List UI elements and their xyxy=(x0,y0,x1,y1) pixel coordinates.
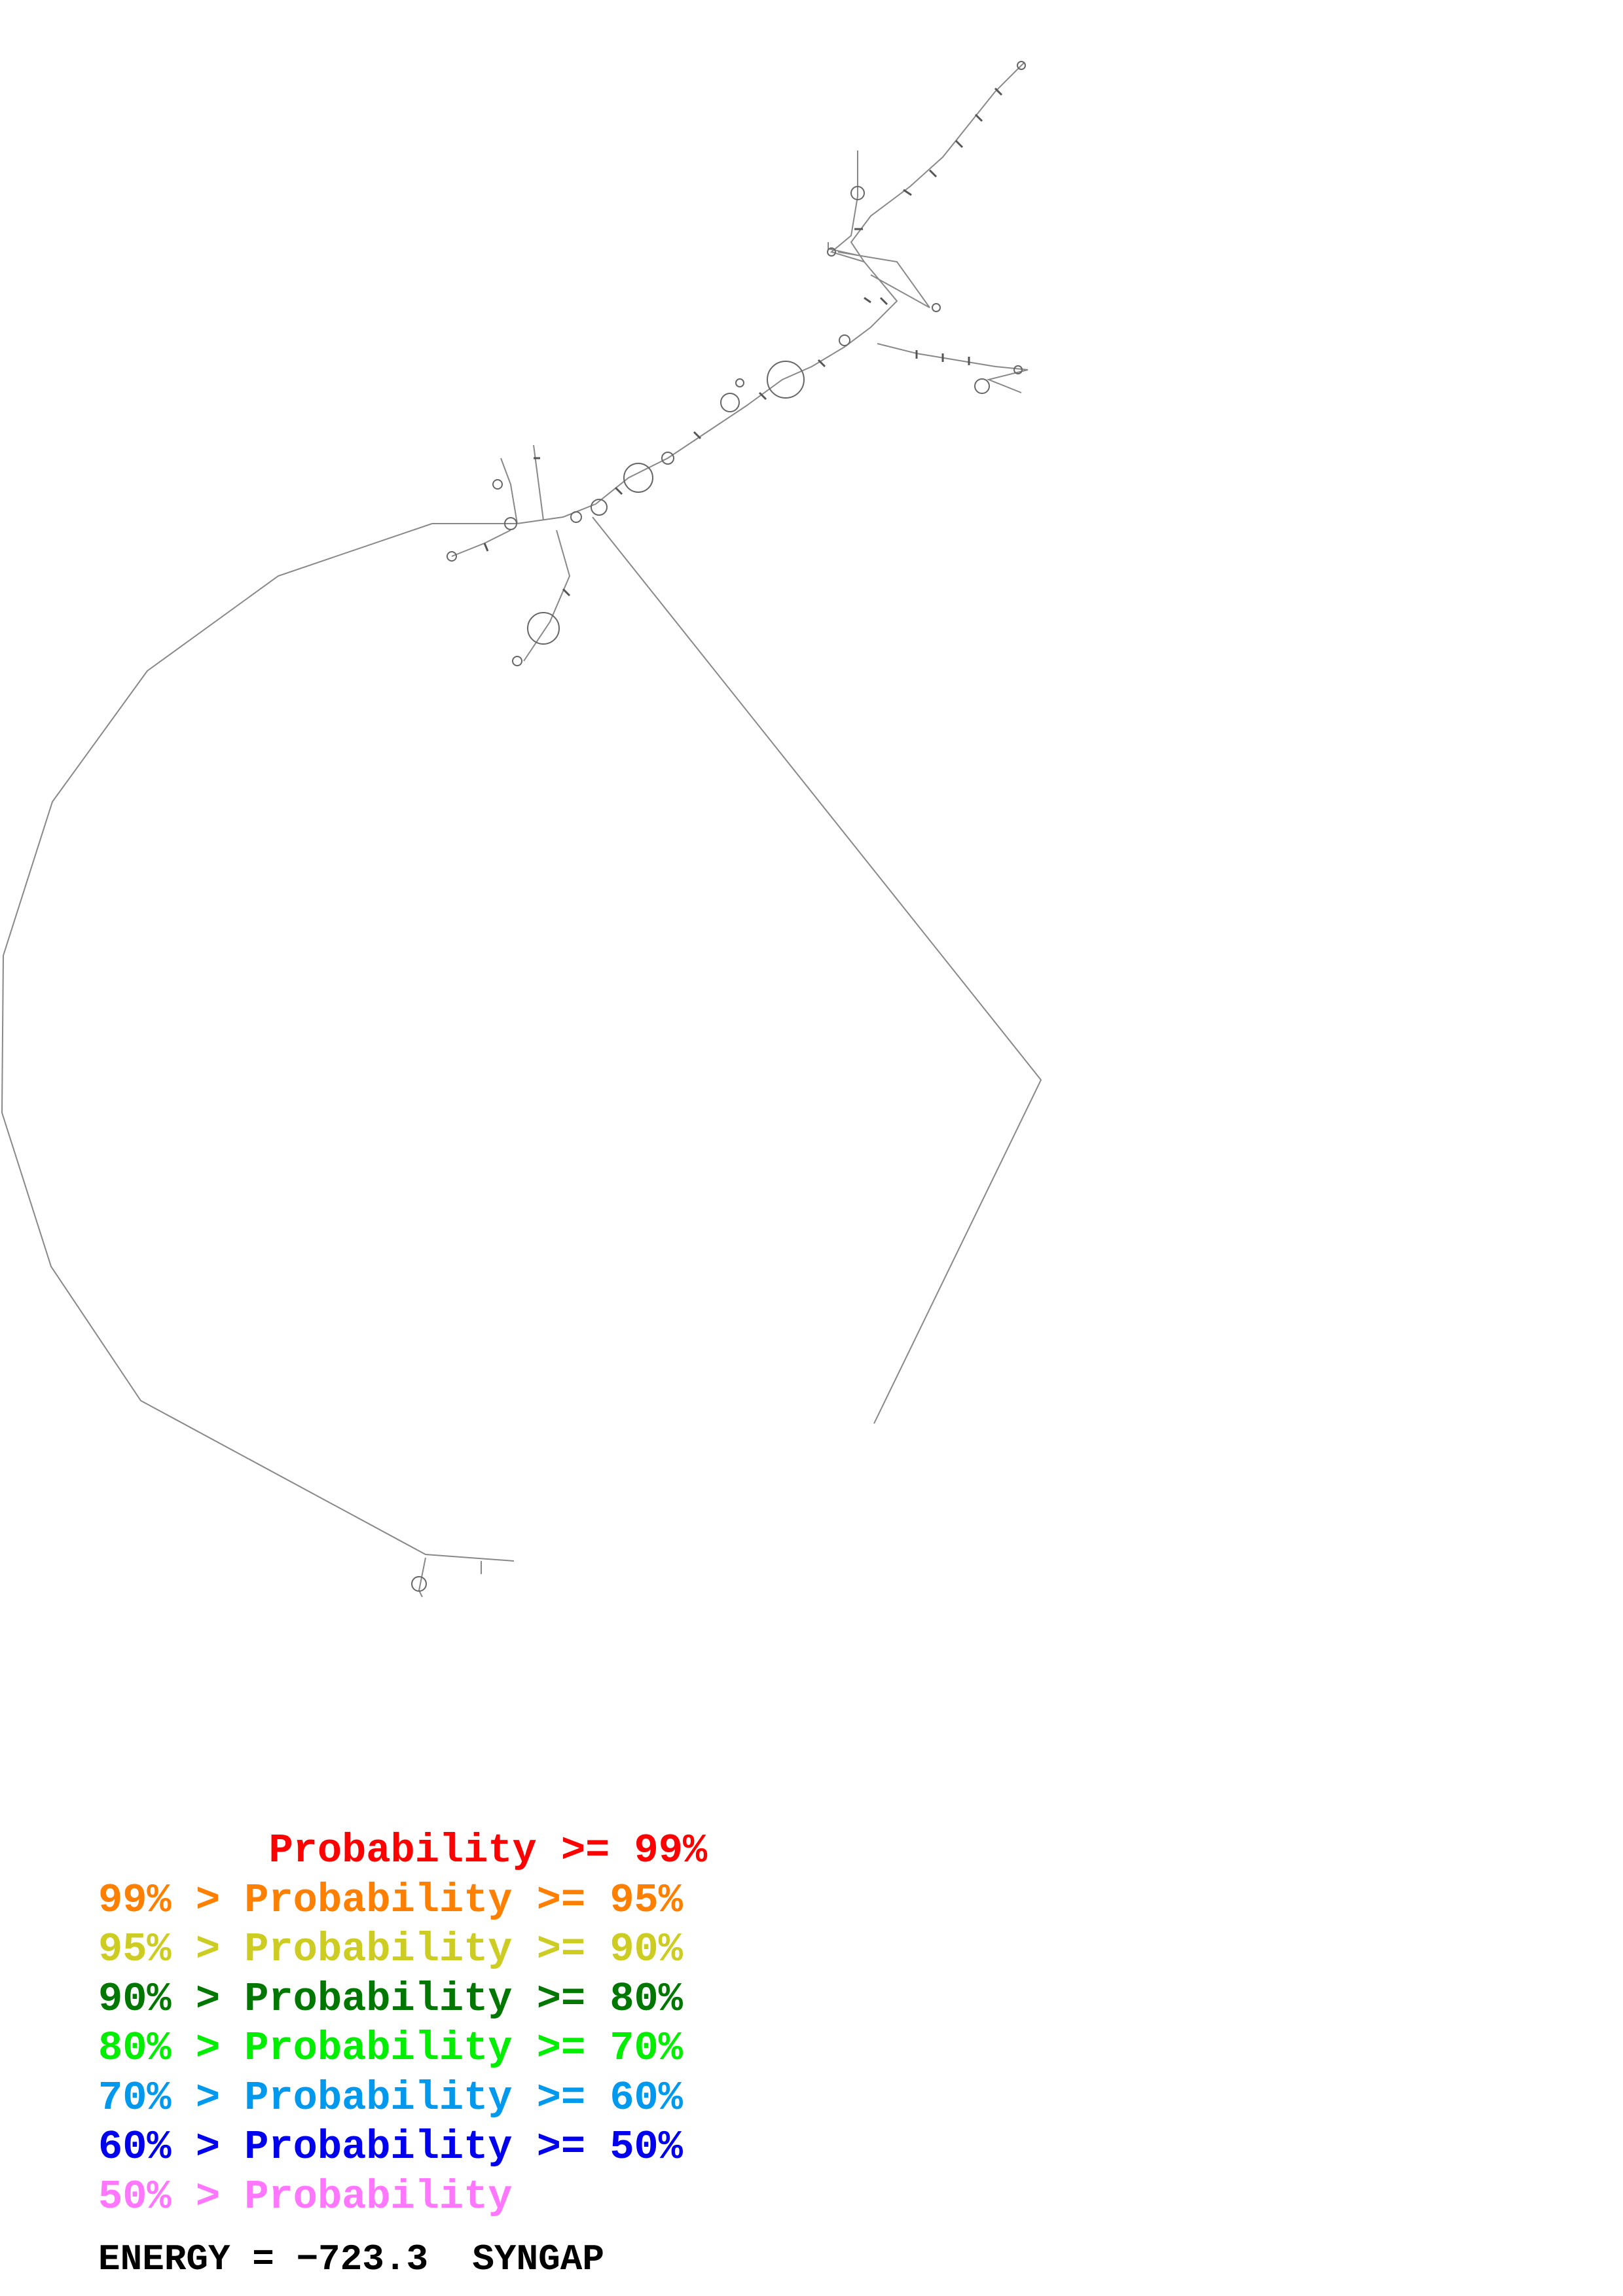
legend-row: Probability >= 99% xyxy=(98,1826,707,1876)
tick xyxy=(903,188,912,196)
upper-branch xyxy=(830,151,865,262)
wing-branch xyxy=(837,251,930,308)
loop xyxy=(827,247,836,257)
legend-prefix: 70% > xyxy=(98,2074,245,2121)
loop xyxy=(974,378,990,394)
legend-label: Probability xyxy=(244,2173,513,2220)
tick xyxy=(817,359,826,368)
loop xyxy=(767,361,805,399)
backbone xyxy=(1,62,1042,1598)
loop xyxy=(735,378,744,387)
legend-prefix: 80% > xyxy=(98,2025,245,2072)
down-branch xyxy=(523,529,571,662)
tick xyxy=(928,169,938,178)
outer-loop-backbone xyxy=(1,523,515,1562)
legend-prefix: 99% > xyxy=(98,1876,245,1924)
legend-prefix: 60% > xyxy=(98,2124,245,2170)
tick xyxy=(974,113,983,122)
loop xyxy=(570,511,582,523)
loops xyxy=(411,61,1026,1592)
legend-label: Probability >= 90% xyxy=(244,1926,683,1973)
loop xyxy=(661,452,674,465)
left-lower-branch xyxy=(451,529,511,557)
legend-row: 80% > Probability >= 70% xyxy=(98,2024,707,2073)
loop xyxy=(850,186,865,200)
base-pair-ticks xyxy=(483,87,1003,597)
tick xyxy=(879,296,888,306)
tick xyxy=(562,588,571,597)
legend-row: 99% > Probability >= 95% xyxy=(98,1876,707,1926)
legend-label: Probability >= 99% xyxy=(268,1827,708,1874)
energy-line: ENERGY = −723.3 SYNGAP xyxy=(98,2238,604,2280)
tick xyxy=(693,431,702,440)
left-top-branch xyxy=(500,457,518,524)
tick xyxy=(994,87,1003,96)
legend-label: Probability >= 95% xyxy=(244,1876,683,1924)
loop xyxy=(492,479,503,490)
tick xyxy=(483,543,489,552)
right-loop-backbone xyxy=(592,516,1042,1424)
legend-prefix: 90% > xyxy=(98,1975,245,2022)
loop xyxy=(512,656,522,666)
loop xyxy=(839,334,850,346)
right-branch xyxy=(877,343,1029,393)
loop xyxy=(504,517,517,530)
loop xyxy=(1013,365,1023,374)
tick xyxy=(955,139,964,149)
sequence-name: SYNGAP xyxy=(472,2238,604,2280)
legend-prefix: 95% > xyxy=(98,1926,245,1973)
legend-row: 95% > Probability >= 90% xyxy=(98,1925,707,1975)
loop xyxy=(1017,61,1026,70)
loop xyxy=(623,463,653,493)
loop xyxy=(591,499,608,516)
tick xyxy=(614,486,623,495)
legend-row: 90% > Probability >= 80% xyxy=(98,1975,707,2024)
main-stem xyxy=(517,62,1025,524)
legend-row: 60% > Probability >= 50% xyxy=(98,2123,707,2172)
energy-gap xyxy=(428,2238,472,2280)
loop xyxy=(447,551,457,562)
legend-label: Probability >= 50% xyxy=(244,2124,683,2170)
legend-prefix: 50% > xyxy=(98,2173,245,2220)
legend-label: Probability >= 70% xyxy=(244,2025,683,2072)
legend-label: Probability >= 80% xyxy=(244,1975,683,2022)
loop xyxy=(720,393,740,412)
left-branch-2 xyxy=(533,444,544,521)
legend-label: Probability >= 60% xyxy=(244,2074,683,2121)
energy-label: ENERGY = xyxy=(98,2238,297,2280)
energy-value: −723.3 xyxy=(296,2238,429,2280)
legend-row: 70% > Probability >= 60% xyxy=(98,2073,707,2123)
loop xyxy=(527,612,560,645)
tick xyxy=(864,296,871,304)
legend-prefix xyxy=(98,1827,268,1874)
probability-legend: Probability >= 99% 99% > Probability >= 9… xyxy=(98,1826,707,2221)
rna-structure-diagram xyxy=(1,61,1042,1598)
loop xyxy=(932,303,941,312)
loop xyxy=(411,1576,427,1592)
tick xyxy=(758,391,767,401)
legend-row: 50% > Probability xyxy=(98,2172,707,2222)
